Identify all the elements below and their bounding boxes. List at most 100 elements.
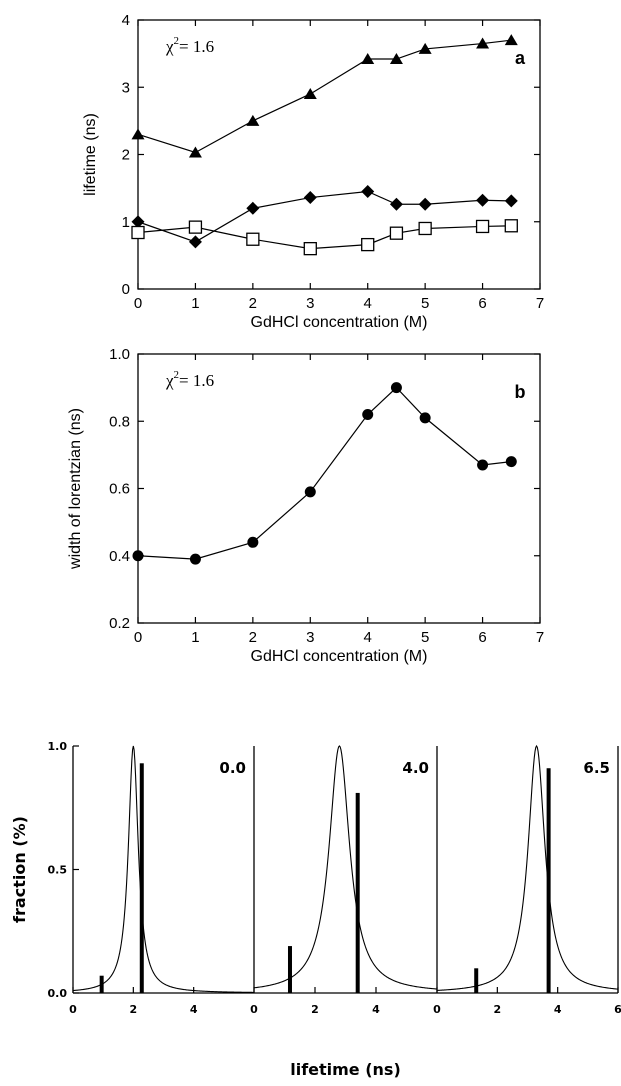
subpanel-0.0: 0 2 4 0.0 (69, 745, 254, 1016)
x-tick-label: 0 (134, 629, 142, 646)
triangle-marker (131, 128, 145, 140)
x-tick-label: 4 (190, 1003, 198, 1016)
chi-symbol: χ (165, 371, 174, 390)
diamond-marker (504, 194, 518, 208)
y-tick-label: 0.6 (109, 481, 130, 498)
square-marker (389, 226, 404, 240)
circle-marker (390, 382, 402, 394)
x-tick-label: 2 (249, 629, 257, 646)
circle-marker (247, 536, 259, 548)
x-tick-label: 4 (364, 629, 372, 646)
series-line-diamond (137, 190, 512, 243)
x-tick-label: 4 (364, 295, 372, 312)
x-tick-label: 0 (134, 295, 142, 312)
x-tick-label: 4 (554, 1003, 562, 1016)
square-marker (504, 219, 518, 233)
chi-superscript: 2 (174, 369, 180, 381)
square-marker (188, 220, 203, 234)
y-tick-label: 2 (122, 147, 130, 164)
y-axis-title: fraction (%) (10, 816, 29, 923)
x-tick-label: 0 (69, 1003, 77, 1016)
chi-square-annotation: χ2= 1.6 (165, 35, 214, 56)
diamond-marker (246, 201, 260, 215)
diamond-marker (131, 215, 145, 229)
panel-a-lifetime-plot: 0 1 2 3 4 5 6 7 0 1 2 3 4 GdHCl concentration (M) life… (82, 12, 544, 331)
y-tick-label: 3 (122, 79, 130, 96)
series-line-triangle (137, 39, 512, 154)
square-marker (131, 225, 145, 240)
diamond-marker (476, 193, 490, 207)
diamond-marker (389, 197, 403, 211)
x-axis-title: lifetime (ns) (290, 1060, 401, 1079)
x-tick-label: 6 (478, 295, 486, 312)
x-tick-label: 6 (614, 1003, 621, 1016)
lifetime-stick-1 (99, 975, 104, 993)
square-marker (303, 241, 317, 256)
x-tick-label: 2 (494, 1003, 502, 1016)
y-tick-label: 1.0 (48, 740, 68, 753)
x-axis-title: GdHCl concentration (M) (251, 314, 428, 331)
x-tick-label: 3 (306, 295, 314, 312)
triangle-marker (188, 146, 202, 158)
lifetime-stick-2 (546, 768, 551, 993)
x-tick-label: 2 (130, 1003, 138, 1016)
y-tick-label: 0.5 (48, 864, 68, 877)
x-tick-label: 7 (536, 629, 544, 646)
diamond-marker (361, 184, 375, 198)
circle-marker (132, 550, 144, 562)
diamond-marker (188, 235, 202, 249)
triangle-marker (303, 87, 317, 99)
y-tick-label: 0.0 (48, 987, 68, 1000)
circle-marker (419, 412, 431, 424)
x-tick-label: 4 (372, 1003, 380, 1016)
concentration-label: 4.0 (402, 759, 429, 777)
y-tick-label: 0.4 (109, 548, 130, 565)
concentration-label: 6.5 (583, 759, 610, 777)
lorentzian-curve (72, 745, 254, 993)
chi-symbol: χ (165, 37, 174, 56)
x-tick-label: 2 (311, 1003, 319, 1016)
x-tick-label: 7 (536, 295, 544, 312)
subpanel-4.0: 0 2 4 4.0 (250, 745, 438, 1016)
circle-marker (304, 486, 316, 498)
lifetime-stick-1 (287, 946, 292, 993)
x-tick-label: 5 (421, 295, 429, 312)
y-tick-label: 0.2 (109, 615, 130, 632)
x-tick-label: 2 (249, 295, 257, 312)
lorentzian-curve (253, 745, 438, 990)
square-marker (246, 232, 260, 246)
triangle-marker (418, 42, 432, 54)
lorentzian-curve (436, 744, 619, 991)
circle-marker (505, 456, 517, 468)
concentration-label: 0.0 (219, 759, 246, 777)
x-tick-label: 0 (433, 1003, 441, 1016)
panel-c-lifetime-distributions: 0.0 0.5 1.0 fraction (%) lifetime (ns) 0 2 4 0.0… (10, 740, 621, 1079)
x-tick-label: 1 (191, 295, 199, 312)
x-tick-label: 0 (250, 1003, 258, 1016)
panel-b-lorentzian-width-plot: 0 1 2 3 4 5 6 7 0.2 0.4 0.6 0.8 1.0 GdHCl concentrati… (67, 346, 544, 665)
panel-letter: b (515, 382, 526, 402)
triangle-marker (246, 114, 260, 126)
triangle-marker (476, 37, 490, 49)
y-tick-label: 0 (122, 281, 130, 298)
y-tick-label: 1 (122, 214, 130, 231)
y-axis-title: lifetime (ns) (82, 113, 99, 196)
x-tick-label: 1 (191, 629, 199, 646)
lifetime-stick-2 (355, 792, 360, 993)
y-tick-label: 0.8 (109, 413, 130, 430)
square-marker (361, 237, 375, 252)
x-tick-label: 5 (421, 629, 429, 646)
y-tick-label: 1.0 (109, 346, 130, 363)
triangle-marker (389, 53, 403, 65)
chi-value: = 1.6 (179, 37, 214, 56)
lifetime-stick-1 (474, 968, 479, 993)
diamond-marker (303, 191, 317, 205)
chi-value: = 1.6 (179, 371, 214, 390)
chi-square-annotation: χ2= 1.6 (165, 369, 214, 390)
y-tick-label: 4 (122, 12, 130, 29)
subpanel-6.5: 0 2 4 6 6.5 (433, 744, 621, 1016)
y-axis-title: width of lorentzian (ns) (67, 408, 84, 570)
lifetime-stick-2 (139, 763, 144, 993)
diamond-marker (418, 197, 432, 211)
